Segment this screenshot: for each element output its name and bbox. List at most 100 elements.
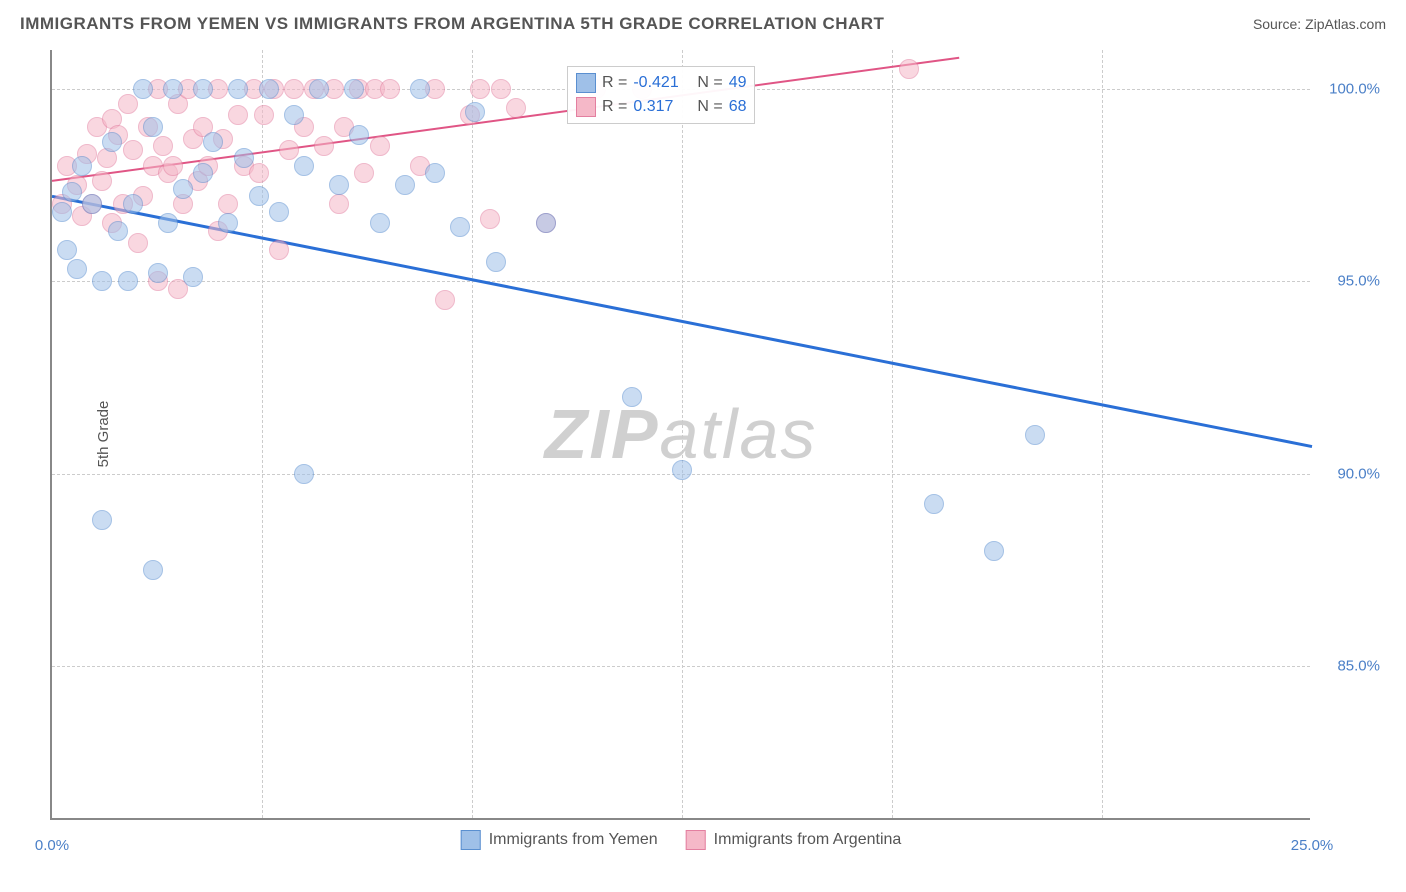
plot-area: 5th Grade ZIPatlas 85.0%90.0%95.0%100.0%… <box>50 50 1310 820</box>
ytick-label: 100.0% <box>1329 80 1380 97</box>
data-point-argentina <box>269 240 289 260</box>
data-point-yemen <box>158 213 178 233</box>
data-point-yemen <box>536 213 556 233</box>
data-point-argentina <box>380 79 400 99</box>
data-point-yemen <box>62 182 82 202</box>
data-point-yemen <box>183 267 203 287</box>
data-point-yemen <box>425 163 445 183</box>
data-point-argentina <box>153 136 173 156</box>
data-point-yemen <box>284 105 304 125</box>
legend-label-argentina: Immigrants from Argentina <box>714 831 902 849</box>
data-point-argentina <box>506 98 526 118</box>
data-point-yemen <box>450 217 470 237</box>
data-point-yemen <box>108 221 128 241</box>
data-point-argentina <box>470 79 490 99</box>
corr-swatch <box>576 73 596 93</box>
corr-row-yemen: R =-0.421N =49 <box>576 71 746 95</box>
y-axis-label: 5th Grade <box>95 401 112 468</box>
gridline-h <box>52 281 1310 282</box>
data-point-yemen <box>163 79 183 99</box>
data-point-argentina <box>899 59 919 79</box>
data-point-yemen <box>102 132 122 152</box>
legend-label-yemen: Immigrants from Yemen <box>489 831 658 849</box>
data-point-yemen <box>294 156 314 176</box>
data-point-argentina <box>163 156 183 176</box>
data-point-argentina <box>435 290 455 310</box>
data-point-yemen <box>203 132 223 152</box>
xtick-label: 0.0% <box>35 837 69 854</box>
data-point-yemen <box>1025 425 1045 445</box>
data-point-argentina <box>123 140 143 160</box>
data-point-yemen <box>52 202 72 222</box>
data-point-yemen <box>193 163 213 183</box>
legend-swatch-argentina <box>686 830 706 850</box>
data-point-yemen <box>294 464 314 484</box>
data-point-argentina <box>279 140 299 160</box>
data-point-argentina <box>218 194 238 214</box>
data-point-yemen <box>349 125 369 145</box>
data-point-yemen <box>269 202 289 222</box>
data-point-yemen <box>133 79 153 99</box>
corr-swatch <box>576 97 596 117</box>
data-point-yemen <box>148 263 168 283</box>
data-point-yemen <box>249 186 269 206</box>
data-point-yemen <box>228 79 248 99</box>
gridline-v <box>472 50 473 818</box>
ytick-label: 95.0% <box>1337 273 1380 290</box>
data-point-yemen <box>924 494 944 514</box>
legend-item-argentina: Immigrants from Argentina <box>686 830 902 850</box>
data-point-yemen <box>465 102 485 122</box>
data-point-argentina <box>284 79 304 99</box>
ytick-label: 85.0% <box>1337 658 1380 675</box>
data-point-yemen <box>329 175 349 195</box>
data-point-yemen <box>92 271 112 291</box>
data-point-argentina <box>491 79 511 99</box>
xtick-label: 25.0% <box>1291 837 1334 854</box>
gridline-h <box>52 666 1310 667</box>
data-point-argentina <box>370 136 390 156</box>
data-point-yemen <box>259 79 279 99</box>
bottom-legend: Immigrants from Yemen Immigrants from Ar… <box>461 830 902 850</box>
data-point-yemen <box>672 460 692 480</box>
data-point-argentina <box>354 163 374 183</box>
data-point-argentina <box>314 136 334 156</box>
data-point-yemen <box>82 194 102 214</box>
data-point-argentina <box>118 94 138 114</box>
data-point-argentina <box>254 105 274 125</box>
data-point-yemen <box>173 179 193 199</box>
chart-title: IMMIGRANTS FROM YEMEN VS IMMIGRANTS FROM… <box>20 14 884 34</box>
data-point-yemen <box>143 560 163 580</box>
data-point-argentina <box>329 194 349 214</box>
data-point-yemen <box>486 252 506 272</box>
gridline-v <box>892 50 893 818</box>
legend-item-yemen: Immigrants from Yemen <box>461 830 658 850</box>
data-point-yemen <box>118 271 138 291</box>
source-attribution: Source: ZipAtlas.com <box>1253 16 1386 32</box>
data-point-yemen <box>234 148 254 168</box>
data-point-yemen <box>143 117 163 137</box>
data-point-argentina <box>92 171 112 191</box>
data-point-yemen <box>309 79 329 99</box>
data-point-argentina <box>128 233 148 253</box>
gridline-v <box>1102 50 1103 818</box>
gridline-v <box>682 50 683 818</box>
data-point-yemen <box>67 259 87 279</box>
data-point-argentina <box>228 105 248 125</box>
data-point-yemen <box>410 79 430 99</box>
ytick-label: 90.0% <box>1337 465 1380 482</box>
data-point-yemen <box>218 213 238 233</box>
data-point-yemen <box>370 213 390 233</box>
data-point-yemen <box>622 387 642 407</box>
data-point-argentina <box>249 163 269 183</box>
legend-swatch-yemen <box>461 830 481 850</box>
data-point-argentina <box>480 209 500 229</box>
data-point-yemen <box>984 541 1004 561</box>
data-point-yemen <box>72 156 92 176</box>
data-point-yemen <box>395 175 415 195</box>
data-point-yemen <box>57 240 77 260</box>
data-point-yemen <box>123 194 143 214</box>
data-point-yemen <box>193 79 213 99</box>
correlation-legend-box: R =-0.421N =49R =0.317N =68 <box>567 66 755 124</box>
data-point-yemen <box>92 510 112 530</box>
data-point-yemen <box>344 79 364 99</box>
